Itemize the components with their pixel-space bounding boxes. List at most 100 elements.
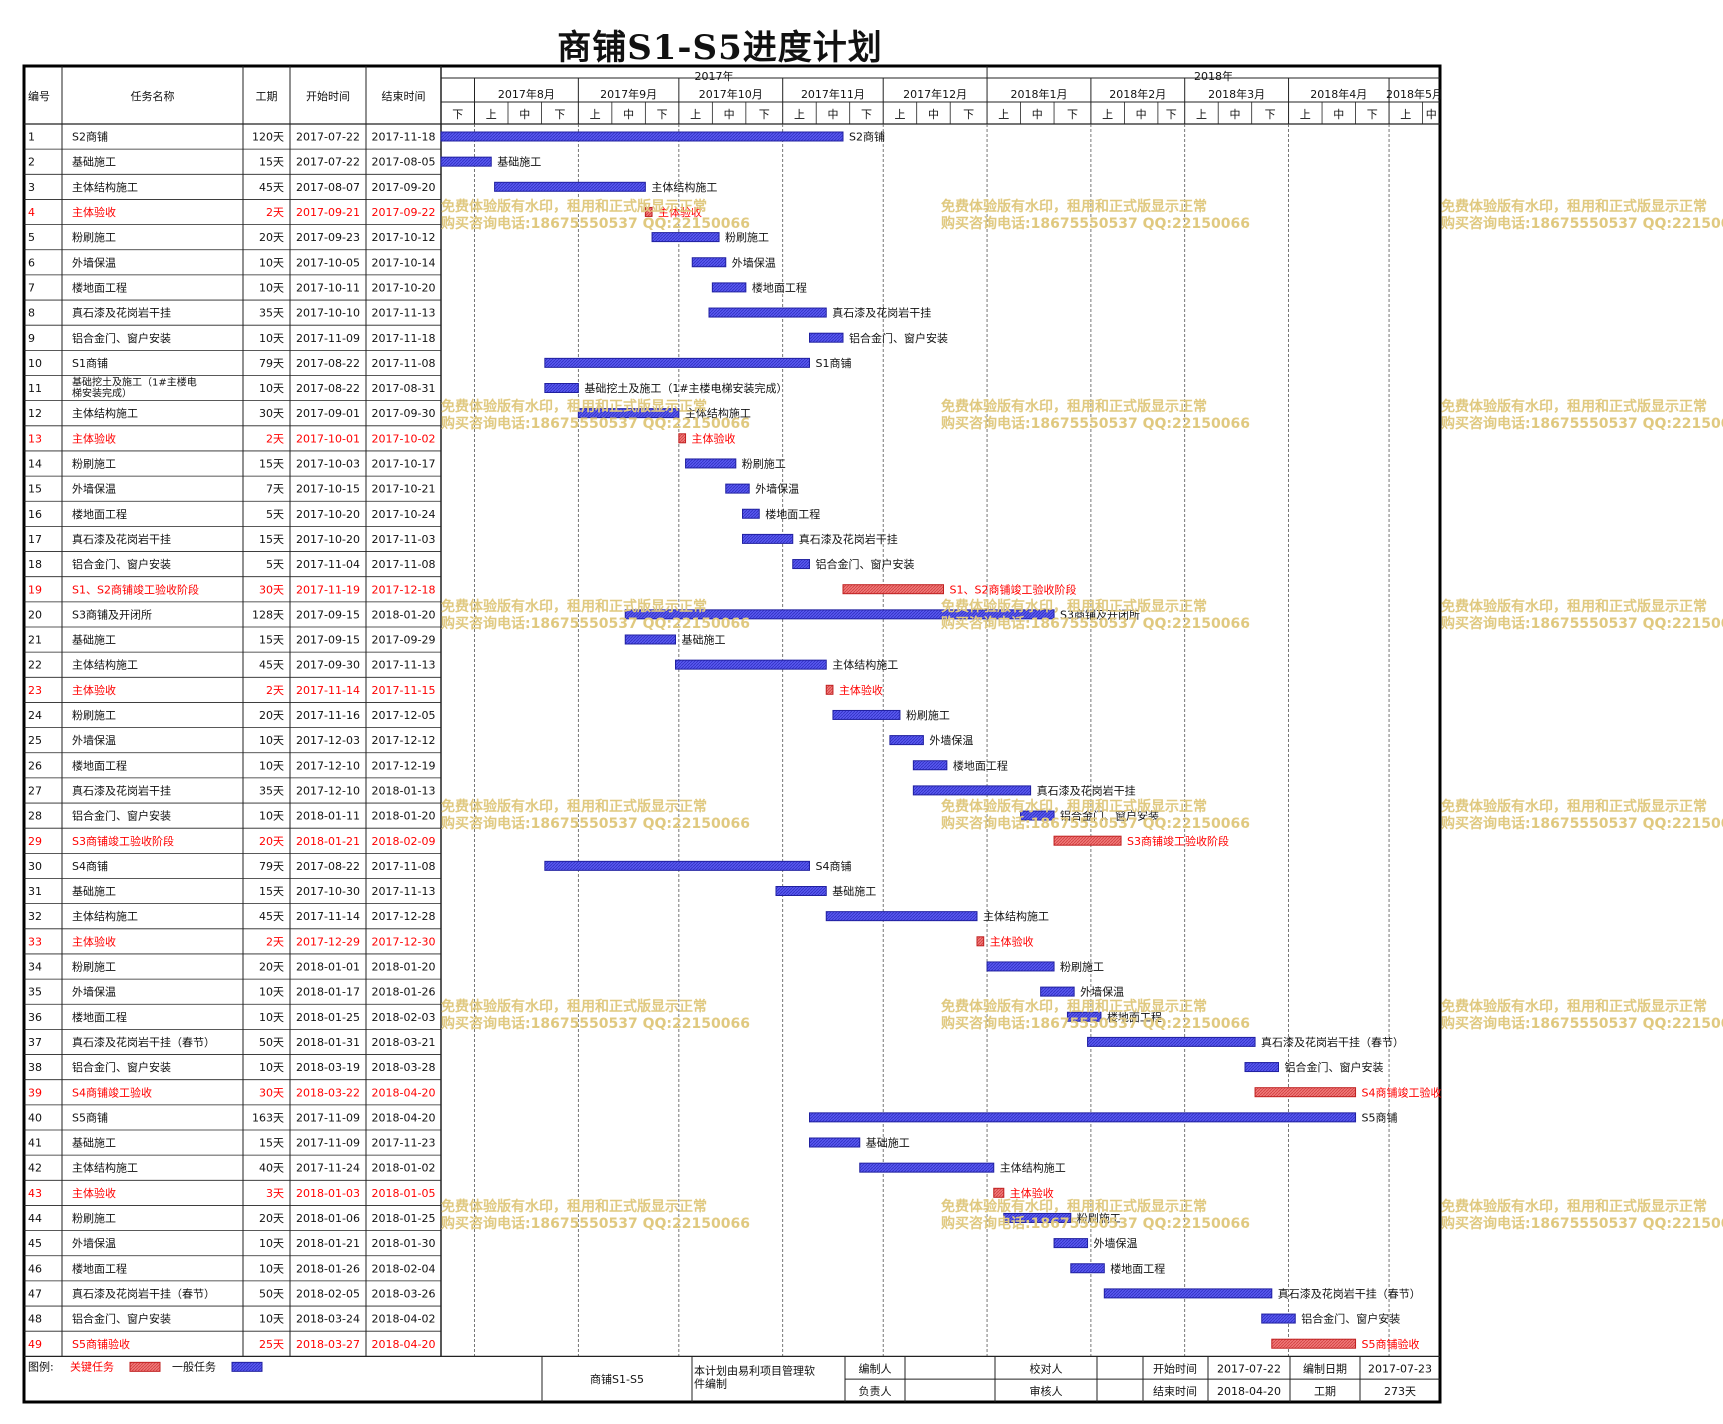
footer-date: 2017-07-23 [1368, 1362, 1432, 1375]
task-bar [742, 508, 760, 519]
task-bar-label: 铝合金门、窗户安装 [849, 331, 948, 345]
task-bar-label: 主体验收 [990, 934, 1034, 948]
watermark-text: 购买咨询电话:18675550537 QQ:22150066 [1441, 415, 1723, 432]
task-bar [1020, 810, 1055, 821]
task-end: 2017-11-13 [372, 659, 436, 672]
task-bar [809, 1137, 861, 1148]
period-label: 下 [452, 108, 463, 121]
task-end: 2017-09-29 [372, 634, 436, 647]
period-label: 上 [894, 108, 905, 121]
task-id: 27 [28, 784, 42, 797]
task-id: 41 [28, 1137, 42, 1150]
task-id: 3 [28, 181, 35, 194]
month-label: 2018年1月 [1010, 87, 1067, 101]
task-name: 主体验收 [72, 431, 116, 445]
task-end: 2017-11-08 [372, 860, 436, 873]
task-bar-label: 粉刷施工 [1060, 961, 1104, 974]
task-name: 外墙保温 [72, 733, 116, 747]
task-name: 粉刷施工 [72, 1212, 116, 1225]
task-bar [725, 483, 750, 494]
task-id: 18 [28, 558, 42, 571]
task-bar-label: S4商铺 [816, 859, 852, 873]
task-name: 基础施工 [72, 1137, 116, 1150]
period-label: 下 [1265, 108, 1276, 121]
task-duration: 15天 [259, 885, 284, 898]
task-id: 35 [28, 986, 42, 999]
task-duration: 10天 [259, 1061, 284, 1074]
task-bar-label: S4商铺竣工验收 [1362, 1085, 1442, 1099]
task-end: 2018-01-30 [372, 1237, 436, 1250]
period-label: 下 [554, 108, 565, 121]
task-id: 19 [28, 583, 42, 596]
task-end: 2017-11-18 [372, 332, 436, 345]
task-id: 30 [28, 860, 42, 873]
task-duration: 10天 [259, 986, 284, 999]
task-id: 1 [28, 131, 35, 144]
task-name: 铝合金门、窗户安装 [72, 809, 171, 823]
watermark-text: 免费体验版有水印，租用和正式版显示正常 [441, 1198, 707, 1215]
task-start: 2018-01-21 [296, 835, 360, 848]
footer-start-label: 开始时间 [1153, 1361, 1197, 1375]
task-bar-label: 粉刷施工 [742, 458, 786, 471]
task-id: 14 [28, 458, 42, 471]
task-bar [809, 332, 844, 343]
task-end: 2017-11-08 [372, 558, 436, 571]
task-duration: 30天 [259, 1086, 284, 1099]
task-name: 楼地面工程 [72, 280, 127, 294]
task-name: 真石漆及花岗岩干挂（春节） [72, 1286, 215, 1300]
watermark-text: 免费体验版有水印，租用和正式版显示正常 [1441, 798, 1707, 815]
task-start: 2018-02-05 [296, 1287, 360, 1300]
task-duration: 5天 [266, 508, 284, 521]
task-id: 5 [28, 231, 35, 244]
watermark-text: 购买咨询电话:18675550537 QQ:22150066 [441, 215, 750, 232]
task-duration: 30天 [259, 583, 284, 596]
task-end: 2018-01-13 [372, 784, 436, 797]
task-start: 2017-12-10 [296, 759, 360, 772]
watermark-text: 免费体验版有水印，租用和正式版显示正常 [941, 998, 1207, 1015]
task-bar [775, 886, 827, 896]
task-duration: 20天 [259, 231, 284, 244]
task-name: 基础挖土及施工（1#主楼电梯安装完成） [72, 376, 197, 400]
task-name: 铝合金门、窗户安装 [72, 1312, 171, 1326]
task-duration: 20天 [259, 835, 284, 848]
task-end: 2017-10-02 [372, 432, 436, 445]
task-bar [825, 911, 978, 922]
task-bar [1066, 1011, 1102, 1022]
task-duration: 20天 [259, 961, 284, 974]
task-bar-label: S1商铺 [816, 356, 852, 370]
task-end: 2017-11-13 [372, 885, 436, 898]
task-bar [1087, 1036, 1256, 1047]
task-duration: 10天 [259, 1313, 284, 1326]
legend-normal-label: 一般任务 [172, 1360, 216, 1373]
task-bar [1040, 986, 1075, 997]
watermark-text: 购买咨询电话:18675550537 QQ:22150066 [941, 615, 1250, 632]
task-end: 2018-02-04 [372, 1262, 436, 1275]
watermark-text: 购买咨询电话:18675550537 QQ:22150066 [441, 1215, 750, 1232]
task-bar-label: 粉刷施工 [725, 231, 769, 244]
period-label: 中 [928, 108, 939, 121]
task-end: 2018-03-28 [372, 1061, 436, 1074]
task-bar-label: 楼地面工程 [1107, 1010, 1162, 1024]
task-end: 2017-11-15 [372, 684, 436, 697]
period-label: 中 [827, 108, 838, 121]
task-id: 16 [28, 508, 42, 521]
task-id: 23 [28, 684, 42, 697]
task-bar-label: 主体验收 [658, 205, 702, 219]
task-name: 楼地面工程 [72, 1261, 127, 1275]
month-label: 2017年10月 [699, 87, 763, 101]
task-start: 2018-01-26 [296, 1262, 360, 1275]
footer-duration-label: 工期 [1314, 1385, 1336, 1398]
task-end: 2017-10-12 [372, 231, 436, 244]
task-duration: 2天 [266, 206, 284, 219]
watermark-text: 购买咨询电话:18675550537 QQ:22150066 [441, 415, 750, 432]
watermark-text: 免费体验版有水印，租用和正式版显示正常 [1441, 998, 1707, 1015]
task-end: 2018-01-20 [372, 810, 436, 823]
period-label: 上 [1196, 108, 1207, 121]
task-start: 2017-11-16 [296, 709, 360, 722]
task-name: 主体结构施工 [72, 909, 138, 923]
task-name: 粉刷施工 [72, 458, 116, 471]
task-name: 铝合金门、窗户安装 [72, 557, 171, 571]
task-id: 15 [28, 483, 42, 496]
task-bar-label: S2商铺 [849, 130, 885, 144]
